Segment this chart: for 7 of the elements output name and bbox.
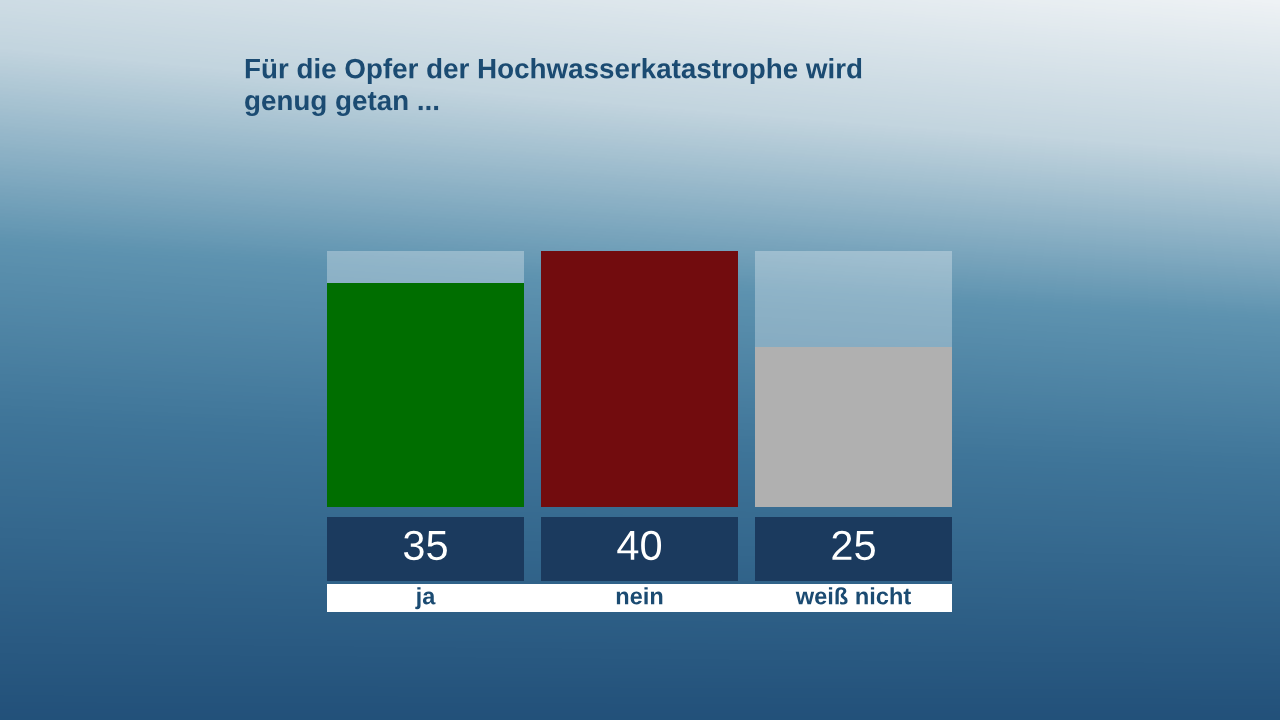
data-label: 25 [832,530,875,561]
data-label: 35 [403,530,447,561]
x-tick-label: nein [616,587,663,605]
x-tick-label: weiß nicht [795,587,911,605]
data-label: 40 [617,530,662,561]
chart-title: Für die Opfer der Hochwasserkatastrophe wird genug getan ... [245,58,862,116]
x-tick-label: ja [415,587,436,610]
